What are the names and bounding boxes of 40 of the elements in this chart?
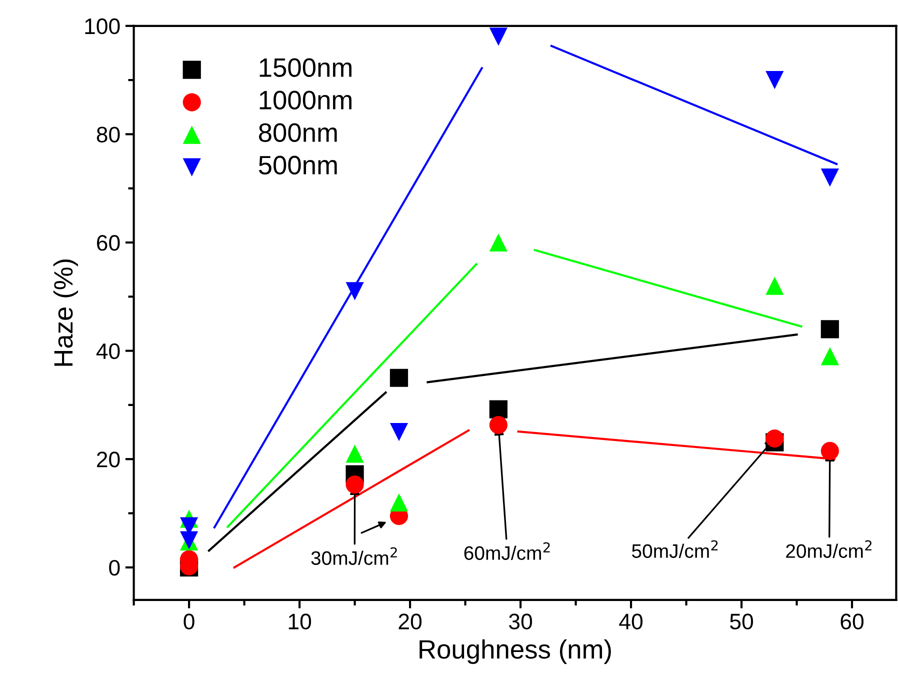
point: [766, 429, 784, 448]
point: [346, 476, 364, 494]
point: [820, 320, 839, 338]
x-tick-label: 0: [184, 614, 194, 630]
y-tick-label: 80: [96, 126, 120, 142]
point: [820, 442, 839, 460]
point: [390, 493, 408, 512]
point: [346, 444, 364, 463]
point: [346, 282, 364, 300]
point: [489, 416, 508, 434]
point: [390, 368, 408, 387]
y-tick-label: 60: [97, 235, 120, 251]
x-tick-label: 30: [509, 614, 532, 630]
legend-label: 800nm: [258, 123, 337, 142]
x-tick-label: 20: [398, 614, 422, 630]
x-tick-label: 10: [288, 614, 312, 630]
annotation: 60mJ/cm$^{2}$: [464, 542, 550, 560]
point: [390, 422, 408, 442]
point: [820, 168, 839, 187]
point: [489, 400, 508, 418]
point: [820, 347, 839, 366]
x-tick-label: 60: [840, 614, 864, 630]
y-tick-label: 0: [109, 560, 120, 576]
legend-label: 1000nm: [260, 90, 352, 110]
x-axis-title: Roughness (nm): [420, 639, 611, 664]
y-tick-label: 100: [85, 18, 120, 34]
y-tick-label: 20: [97, 452, 120, 468]
point: [489, 28, 508, 46]
point: [489, 233, 508, 252]
point: [766, 70, 784, 90]
x-tick-label: 50: [730, 614, 754, 630]
annotation: 20mJ/cm$^{2}$: [786, 540, 872, 558]
point: [766, 276, 784, 295]
annotation: 50mJ/cm$^{2}$: [632, 540, 718, 558]
legend-label: 500nm: [258, 156, 337, 174]
annotation: 30mJ/cm$^{2}$: [311, 547, 397, 565]
x-tick-label: 40: [619, 614, 643, 630]
legend-label: 1500nm: [260, 58, 352, 77]
y-tick-label: 40: [96, 343, 120, 360]
y-axis-title: Haze (%): [53, 260, 78, 366]
